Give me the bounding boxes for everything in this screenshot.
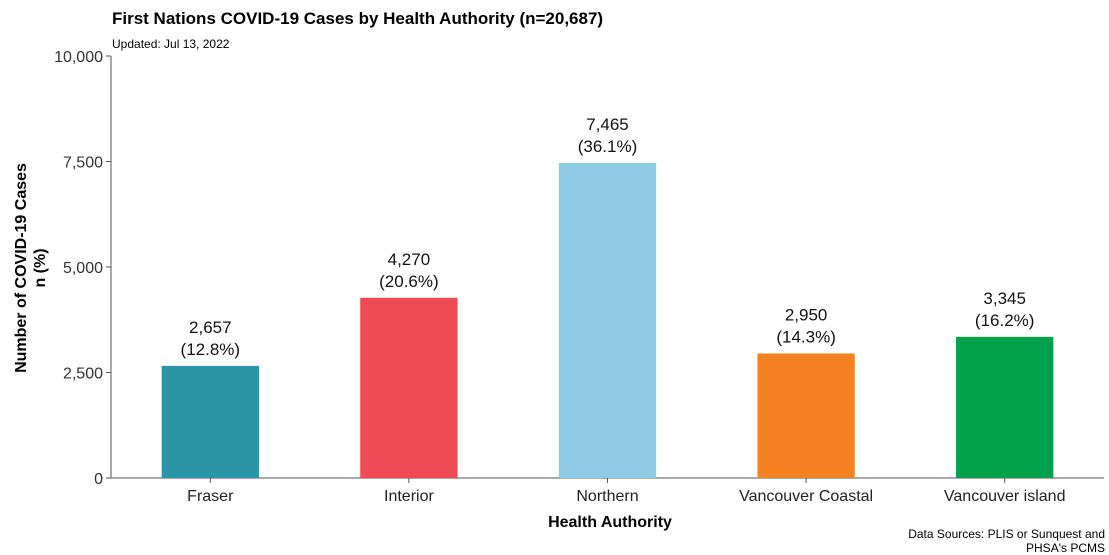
x-tick-label: Vancouver Coastal — [739, 488, 873, 505]
bar — [360, 297, 458, 478]
bar-percent-label: (12.8%) — [181, 340, 241, 359]
data-source-line: Data Sources: PLIS or Sunquest and — [908, 527, 1105, 541]
y-axis-title-line1: Number of COVID-19 Cases — [13, 163, 30, 373]
bar-value-label: 4,270 — [388, 250, 431, 269]
chart-title: First Nations COVID-19 Cases by Health A… — [112, 9, 604, 28]
x-axis-title: Health Authority — [548, 514, 672, 531]
bar — [757, 353, 855, 478]
bar — [956, 336, 1054, 478]
y-tick-label: 7,500 — [63, 155, 103, 172]
bar — [161, 365, 259, 478]
x-tick-label: Interior — [384, 488, 434, 505]
bar-percent-label: (14.3%) — [776, 328, 836, 347]
y-axis-title-line2: n (%) — [32, 248, 49, 287]
bar-percent-label: (36.1%) — [578, 137, 638, 156]
bar-value-label: 7,465 — [586, 115, 629, 134]
bar-value-label: 2,657 — [189, 318, 232, 337]
chart-subtitle: Updated: Jul 13, 2022 — [112, 37, 230, 51]
bar-value-label: 3,345 — [983, 289, 1026, 308]
bar-percent-label: (20.6%) — [379, 272, 439, 291]
x-tick-label: Fraser — [187, 488, 234, 505]
x-tick-label: Northern — [576, 488, 638, 505]
bar-value-label: 2,950 — [785, 306, 828, 325]
bar-percent-label: (16.2%) — [975, 311, 1035, 330]
data-source-line: PHSA's PCMS — [1026, 541, 1105, 555]
y-tick-label: 10,000 — [54, 49, 103, 66]
y-tick-label: 5,000 — [63, 260, 103, 277]
y-tick-label: 2,500 — [63, 366, 103, 383]
y-tick-label: 0 — [94, 471, 103, 488]
x-tick-label: Vancouver island — [944, 488, 1066, 505]
bar — [558, 162, 657, 479]
y-axis-title: Number of COVID-19 Cases n (%) — [13, 163, 49, 373]
